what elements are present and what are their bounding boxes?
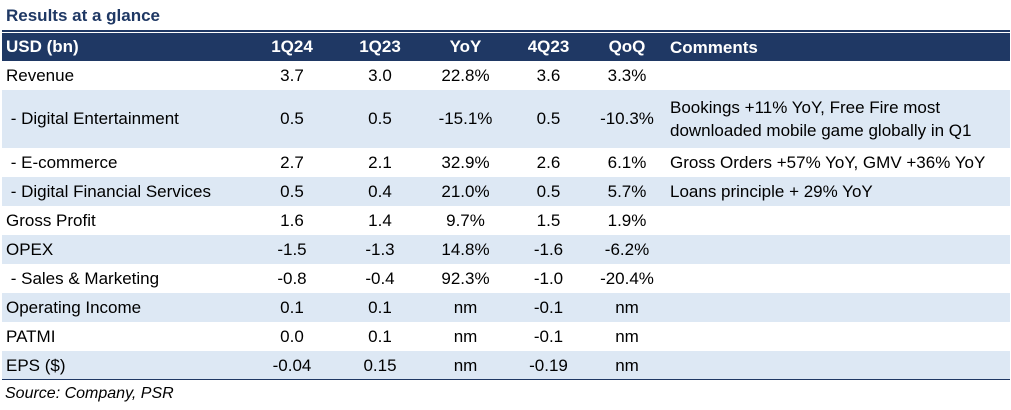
page-title: Results at a glance (6, 6, 161, 25)
row-label: Revenue (6, 65, 75, 85)
cell-qoq: 6.1% (607, 152, 647, 172)
cell-qoq: 3.3% (607, 65, 647, 85)
cell-1q23: 3.0 (368, 65, 392, 85)
col-header-unit: USD (bn) (2, 33, 248, 61)
cell-4q23: -1.6 (507, 235, 590, 264)
cell-qoq: 1.9% (607, 210, 647, 230)
cell-qoq: nm (590, 351, 664, 380)
col-header-4q23: 4Q23 (507, 33, 590, 61)
cell-comment (664, 264, 1010, 293)
cell-1q24: 2.7 (280, 152, 304, 172)
cell-qoq: -6.2% (590, 235, 664, 264)
cell-yoy: 32.9% (441, 152, 490, 172)
cell-4q23: 3.6 (536, 65, 561, 85)
row-label: Operating Income (2, 293, 248, 322)
cell-1q24: 0.5 (248, 177, 336, 206)
cell-comment (664, 351, 1010, 380)
cell-yoy: nm (424, 293, 507, 322)
cell-yoy: 22.8% (441, 65, 490, 85)
cell-qoq: -20.4% (600, 268, 654, 288)
cell-qoq: 5.7% (590, 177, 664, 206)
cell-4q23: -1.0 (533, 268, 564, 288)
table-row: - Sales & Marketing -0.8 -0.4 92.3% -1.0… (2, 264, 1010, 293)
cell-comment (664, 293, 1010, 322)
cell-1q23: -0.4 (365, 268, 395, 288)
row-label: - Sales & Marketing (6, 268, 160, 288)
header-row: USD (bn) 1Q24 1Q23 YoY 4Q23 QoQ Comments (2, 33, 1010, 61)
cell-1q24: -0.04 (248, 351, 336, 380)
cell-comment: Loans principle + 29% YoY (664, 177, 1010, 206)
table-row: OPEX -1.5 -1.3 14.8% -1.6 -6.2% (2, 235, 1010, 264)
cell-yoy: 21.0% (424, 177, 507, 206)
cell-yoy: 92.3% (441, 268, 490, 288)
cell-1q23: 0.1 (336, 293, 424, 322)
cell-comment (664, 322, 1010, 351)
cell-qoq: -10.3% (590, 90, 664, 148)
cell-1q23: 0.15 (336, 351, 424, 380)
row-label: PATMI (6, 326, 56, 346)
cell-1q23: 0.1 (368, 326, 392, 346)
cell-1q24: 0.1 (248, 293, 336, 322)
cell-4q23: -0.1 (507, 293, 590, 322)
cell-1q24: 3.7 (280, 65, 304, 85)
table-row: PATMI 0.0 0.1 nm -0.1 nm (2, 322, 1010, 351)
cell-4q23: 2.6 (536, 152, 561, 172)
cell-1q24: 0.0 (280, 326, 304, 346)
cell-comment (664, 206, 1010, 235)
col-header-1q23: 1Q23 (336, 33, 424, 61)
table-row: - Digital Financial Services 0.5 0.4 21.… (2, 177, 1010, 206)
cell-yoy: nm (453, 326, 478, 346)
cell-yoy: nm (424, 351, 507, 380)
cell-1q23: 1.4 (368, 210, 392, 230)
cell-1q23: -1.3 (336, 235, 424, 264)
source-note: Source: Company, PSR (5, 385, 174, 402)
table-row: Revenue 3.7 3.0 22.8% 3.6 3.3% (2, 61, 1010, 90)
cell-1q24: -1.5 (248, 235, 336, 264)
row-label: - Digital Entertainment (2, 90, 248, 148)
row-label: OPEX (2, 235, 248, 264)
table-row: Operating Income 0.1 0.1 nm -0.1 nm (2, 293, 1010, 322)
row-label: - Digital Financial Services (2, 177, 248, 206)
row-label: EPS ($) (2, 351, 248, 380)
table-row: - E-commerce 2.7 2.1 32.9% 2.6 6.1% Gros… (2, 148, 1010, 177)
cell-qoq: nm (615, 326, 639, 346)
col-header-1q24: 1Q24 (248, 33, 336, 61)
cell-yoy: -15.1% (424, 90, 507, 148)
cell-yoy: 9.7% (446, 210, 485, 230)
cell-4q23: 0.5 (507, 177, 590, 206)
cell-4q23: -0.1 (533, 326, 564, 346)
title-rule (2, 30, 1010, 32)
cell-1q24: 1.6 (280, 210, 304, 230)
cell-4q23: -0.19 (507, 351, 590, 380)
col-header-yoy: YoY (424, 33, 507, 61)
table-row: Gross Profit 1.6 1.4 9.7% 1.5 1.9% (2, 206, 1010, 235)
cell-comment (664, 235, 1010, 264)
cell-comment: Bookings +11% YoY, Free Fire most downlo… (664, 90, 1010, 148)
row-label: - E-commerce (6, 152, 118, 172)
cell-qoq: nm (590, 293, 664, 322)
cell-1q23: 0.4 (336, 177, 424, 206)
cell-yoy: 14.8% (424, 235, 507, 264)
cell-1q24: 0.5 (248, 90, 336, 148)
col-header-comments: Comments (664, 33, 1010, 61)
cell-comment (664, 61, 1010, 90)
cell-1q23: 2.1 (368, 152, 392, 172)
row-label: Gross Profit (6, 210, 96, 230)
cell-comment: Gross Orders +57% YoY, GMV +36% YoY (670, 153, 986, 172)
col-header-qoq: QoQ (590, 33, 664, 61)
cell-1q24: -0.8 (277, 268, 307, 288)
table-row: EPS ($) -0.04 0.15 nm -0.19 nm (2, 351, 1010, 380)
cell-1q23: 0.5 (336, 90, 424, 148)
table-row: - Digital Entertainment 0.5 0.5 -15.1% 0… (2, 90, 1010, 148)
cell-4q23: 1.5 (536, 210, 561, 230)
results-table: USD (bn) 1Q24 1Q23 YoY 4Q23 QoQ Comments… (2, 33, 1010, 380)
bottom-rule (2, 379, 1010, 380)
cell-4q23: 0.5 (507, 90, 590, 148)
